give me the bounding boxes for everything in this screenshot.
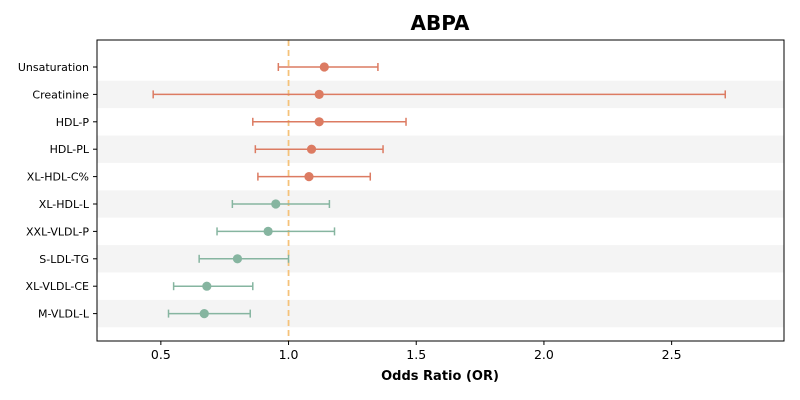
row-band	[97, 135, 784, 163]
row-xl-hdl-c-	[257, 172, 372, 182]
odds-ratio-point	[202, 281, 212, 291]
x-tick-label: 2.0	[534, 347, 554, 362]
plot-frame	[96, 39, 785, 342]
row-band	[97, 190, 784, 218]
odds-ratio-point	[314, 117, 324, 127]
odds-ratio-point	[314, 89, 324, 99]
odds-ratio-point	[232, 254, 243, 264]
row-bands	[97, 80, 784, 328]
y-tick-label: Creatinine	[32, 88, 89, 101]
data-marks	[152, 62, 727, 319]
odds-ratio-point	[263, 226, 273, 236]
y-tick-label: XXL-VLDL-P	[26, 225, 89, 238]
x-axis-label: Odds Ratio (OR)	[381, 369, 499, 384]
y-tick-label: Unsaturation	[18, 61, 89, 74]
y-tick-label: XL-VLDL-CE	[26, 280, 90, 293]
chart-title: ABPA	[410, 11, 470, 35]
x-tick-label: 0.5	[151, 347, 171, 362]
odds-ratio-point	[304, 172, 314, 182]
x-tick-label: 1.0	[279, 347, 299, 362]
row-xl-hdl-l	[231, 199, 331, 209]
y-tick-label: S-LDL-TG	[39, 253, 89, 266]
y-tick-label: HDL-P	[56, 116, 90, 129]
row-unsaturation	[277, 62, 379, 72]
x-tick-label: 2.5	[662, 347, 682, 362]
y-tick-label: XL-HDL-C%	[27, 171, 89, 184]
row-xl-vldl-ce	[172, 281, 254, 291]
y-tick-label: XL-HDL-L	[39, 198, 90, 211]
y-axis: Unsaturation Creatinine HDL-P HDL-PL XL-HDL-…	[18, 61, 97, 321]
row-hdl-p	[252, 117, 407, 127]
odds-ratio-point	[306, 144, 317, 154]
odds-ratio-point	[271, 199, 281, 209]
row-xxl-vldl-p	[216, 226, 336, 236]
row-creatinine	[152, 89, 727, 99]
odds-ratio-point	[319, 62, 329, 72]
row-s-ldl-tg	[198, 254, 290, 264]
y-tick-label: M-VLDL-L	[38, 308, 90, 321]
x-tick-label: 1.5	[406, 347, 426, 362]
odds-ratio-point	[199, 309, 209, 319]
row-hdl-pl	[254, 144, 384, 154]
x-axis: 0.5 1.0 1.5 2.0 2.5	[151, 341, 682, 362]
row-m-vldl-l	[167, 309, 251, 319]
y-tick-label: HDL-PL	[50, 143, 90, 156]
